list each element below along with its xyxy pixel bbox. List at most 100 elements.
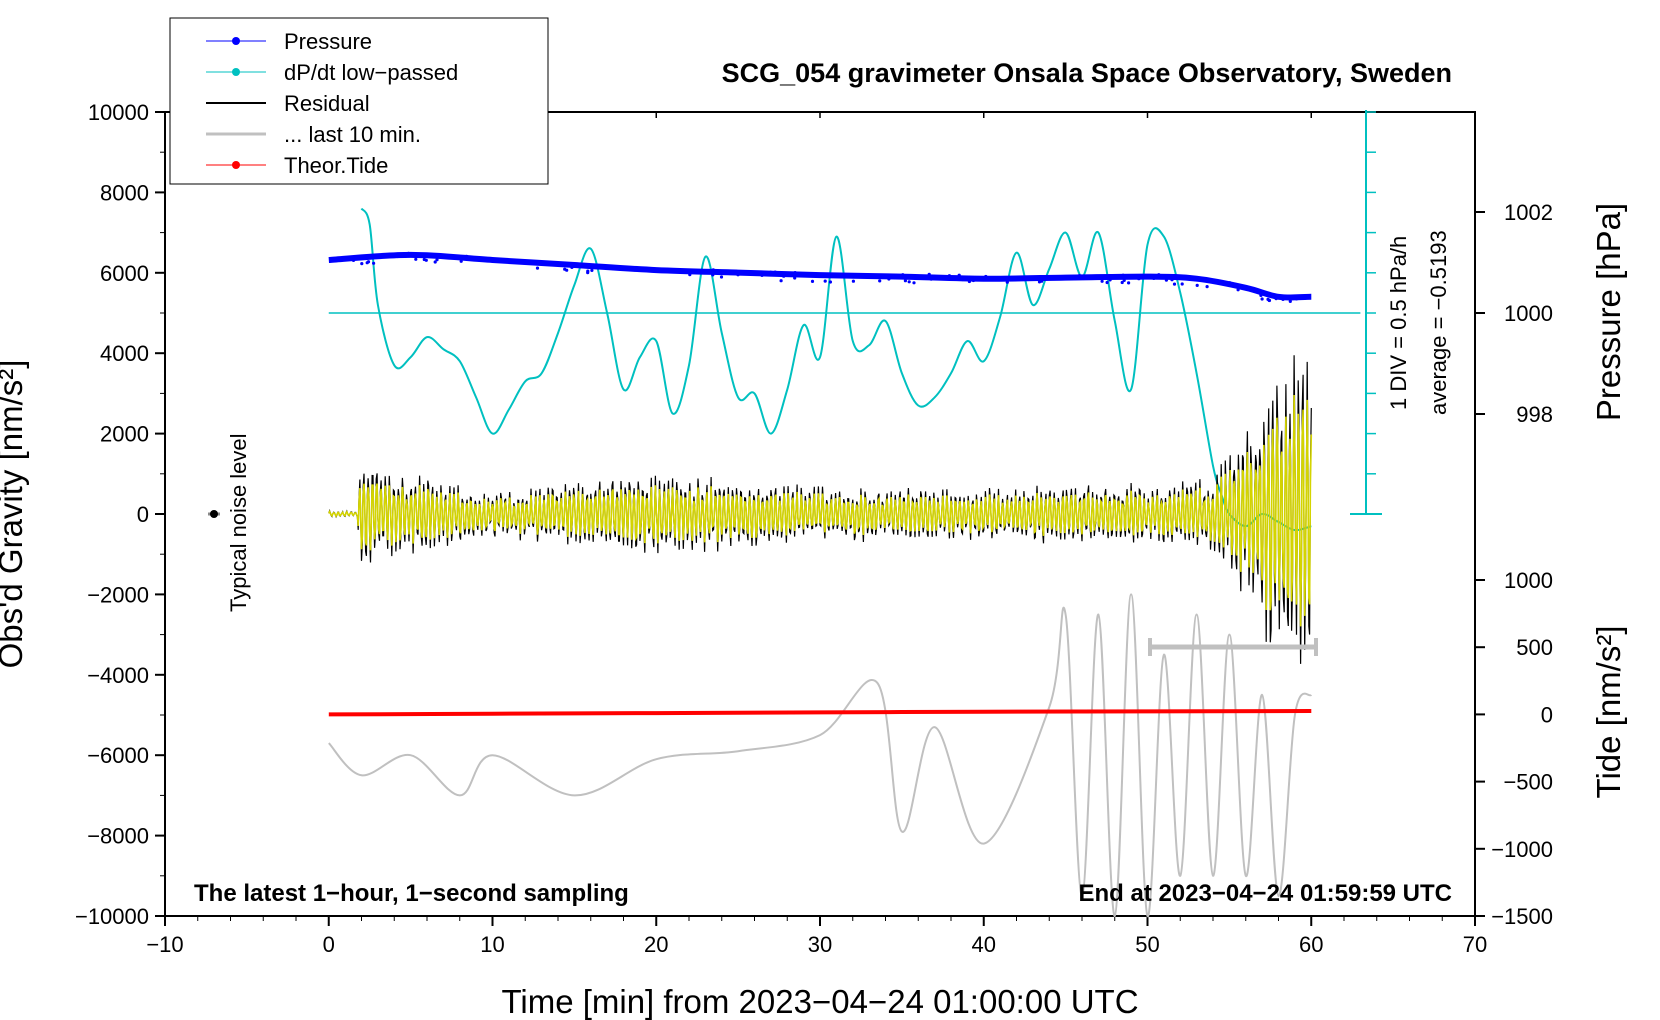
- pressure-point: [878, 279, 882, 283]
- pressure-point: [947, 274, 952, 278]
- pressure-point: [1253, 287, 1257, 291]
- pressure-point: [957, 273, 961, 277]
- pressure-point: [1137, 277, 1141, 281]
- x-tick-label: 50: [1135, 932, 1159, 957]
- legend-swatch-marker: [232, 37, 240, 45]
- legend-box: [169, 17, 549, 185]
- pressure-point: [1236, 288, 1240, 292]
- pressure-point: [779, 279, 783, 283]
- x-tick-label: 70: [1463, 932, 1487, 957]
- x-axis-title: Time [min] from 2023−04−24 01:00:00 UTC: [501, 983, 1138, 1020]
- pressure-point: [793, 271, 797, 275]
- pressure-point: [760, 273, 764, 277]
- pressure-point: [1096, 275, 1100, 279]
- pressure-point: [582, 265, 586, 269]
- pressure-point: [808, 273, 813, 278]
- pressure-point: [535, 266, 540, 270]
- pressure-point: [963, 276, 967, 280]
- pressure-point: [360, 262, 364, 266]
- pressure-point: [1172, 274, 1176, 278]
- pressure-point: [1108, 278, 1112, 282]
- pressure-point: [435, 258, 439, 262]
- x-axis-ticks: −10 0 10 20 30 40 50 60 70: [146, 112, 1487, 957]
- x-tick-label: 60: [1299, 932, 1323, 957]
- pressure-point: [596, 264, 600, 268]
- pressure-point: [351, 258, 356, 262]
- pressure-point: [570, 265, 574, 269]
- pressure-point: [422, 257, 426, 262]
- pressure-point: [1228, 281, 1232, 285]
- tide-tick-label: 500: [1516, 635, 1553, 660]
- y-tick-label: 6000: [100, 261, 149, 286]
- pressure-average-annotation: average = −0.5193: [1426, 230, 1451, 415]
- pressure-point: [372, 261, 376, 265]
- noise-level-dot: [210, 510, 218, 518]
- dpdt-scale-ticks: [1366, 111, 1376, 515]
- pressure-point: [971, 278, 976, 283]
- tide-axis-ticks: 1000 500 0 −500 −1000 −1500: [1475, 568, 1553, 929]
- pressure-point: [1274, 297, 1278, 301]
- pressure-point: [1100, 279, 1104, 283]
- pressure-point: [773, 270, 777, 274]
- pressure-point: [433, 260, 437, 264]
- pressure-point: [901, 273, 905, 277]
- x-tick-label: 30: [808, 932, 832, 957]
- pressure-point: [769, 270, 773, 274]
- pressure-point: [828, 280, 833, 284]
- legend-swatch-marker: [232, 161, 240, 169]
- pressure-point: [403, 254, 408, 258]
- pressure-point: [366, 260, 371, 264]
- y-axis-ticks: 10000 8000 6000 4000 2000 0 −2000 −4000 −6000 −80…: [75, 100, 165, 929]
- pressure-point: [812, 273, 817, 277]
- y-tick-label: 2000: [100, 422, 149, 447]
- pressure-point: [1286, 296, 1290, 300]
- pressure-point: [903, 279, 908, 283]
- legend-label: dP/dt low−passed: [284, 60, 458, 85]
- pressure-point: [1294, 297, 1299, 301]
- pressure-point: [1013, 278, 1017, 282]
- pressure-point: [1152, 276, 1156, 280]
- pressure-point: [711, 268, 715, 272]
- pressure-point: [617, 265, 621, 270]
- tide-tick-label: 1000: [1504, 568, 1553, 593]
- pressure-point: [1127, 281, 1131, 285]
- pressure-point: [1186, 276, 1190, 280]
- pressure-point: [700, 268, 704, 272]
- pressure-point: [653, 268, 658, 272]
- legend-label: ... last 10 min.: [284, 122, 421, 147]
- pressure-point: [686, 270, 690, 274]
- pressure-point: [961, 277, 965, 282]
- series-tide-line: [328, 709, 1312, 717]
- pressure-point: [1288, 299, 1292, 303]
- pressure-point: [736, 273, 740, 277]
- pressure-point: [851, 279, 856, 283]
- y-tick-label: −8000: [87, 824, 149, 849]
- pressure-point: [647, 267, 651, 271]
- legend-label: Theor.Tide: [284, 153, 388, 178]
- legend-swatch-marker: [232, 68, 240, 76]
- series-dpdt-line: [360, 207, 1312, 532]
- x-tick-label: 20: [644, 932, 668, 957]
- y-tick-label: 10000: [88, 100, 149, 125]
- pressure-point: [721, 271, 725, 275]
- y-tick-label: −6000: [87, 743, 149, 768]
- x-tick-label: 0: [323, 932, 335, 957]
- x-tick-label: 40: [972, 932, 996, 957]
- tide-axis-title: Tide [nm/s²]: [1590, 626, 1627, 799]
- pressure-point: [406, 251, 411, 255]
- tide-tick-label: 0: [1541, 702, 1553, 727]
- series-pressure-line: [328, 251, 1312, 301]
- y-tick-label: −2000: [87, 582, 149, 607]
- pressure-tick-label: 998: [1516, 402, 1553, 427]
- pressure-point: [1105, 280, 1109, 285]
- pressure-point: [590, 268, 594, 272]
- pressure-point: [1195, 283, 1199, 287]
- pressure-point: [1170, 278, 1174, 282]
- pressure-point: [1260, 297, 1264, 301]
- y-tick-label: −10000: [75, 904, 149, 929]
- tide-tick-label: −1500: [1491, 904, 1553, 929]
- pressure-point: [887, 277, 891, 281]
- pressure-point: [396, 254, 400, 259]
- legend-label: Pressure: [284, 29, 372, 54]
